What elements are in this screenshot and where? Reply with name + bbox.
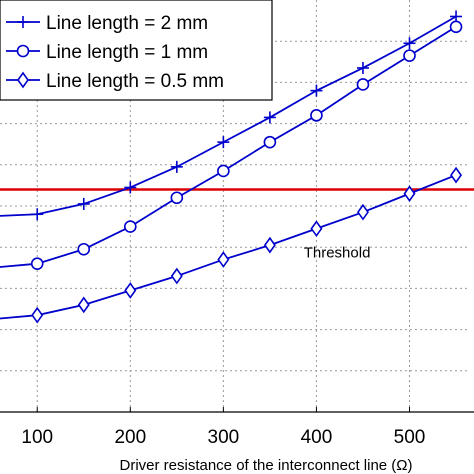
data-point-0-1 [31, 208, 44, 221]
annotation-0: Threshold [304, 245, 371, 262]
data-point-0-5 [217, 136, 230, 149]
x-tick-label-3: 400 [301, 427, 333, 448]
x-axis-label: Driver resistance of the interconnect li… [120, 457, 413, 474]
data-point-1-2 [77, 242, 91, 256]
x-tick-label-0: 100 [21, 427, 53, 448]
data-point-0-6 [263, 111, 276, 124]
data-point-0-4 [170, 160, 183, 173]
legend: Line length = 2 mm Line length = 1 mm Line… [0, 0, 273, 101]
data-point-1-8 [356, 78, 370, 91]
data-point-2-3 [124, 282, 137, 299]
data-point-1-7 [310, 109, 323, 122]
data-point-2-6 [263, 236, 276, 254]
data-point-2-5 [217, 251, 230, 268]
legend-marker-2 [17, 71, 29, 89]
legend-item-0: Line length = 2 mm [6, 13, 208, 34]
data-point-0-3 [124, 181, 137, 194]
data-point-2-8 [356, 203, 369, 221]
data-point-1-9 [403, 49, 416, 62]
data-point-1-4 [170, 191, 184, 205]
data-point-0-2 [77, 197, 90, 210]
x-tick-label-4: 500 [394, 427, 426, 448]
data-point-1-10 [449, 20, 463, 34]
data-point-2-10 [450, 166, 463, 184]
legend-label-2: Line length = 0.5 mm [46, 71, 224, 92]
data-point-1-3 [123, 220, 137, 233]
data-point-0-9 [403, 37, 416, 50]
data-point-2-4 [170, 267, 183, 285]
data-point-2-9 [403, 185, 416, 203]
data-point-2-1 [31, 306, 44, 324]
legend-label-1: Line length = 1 mm [46, 42, 208, 63]
data-point-1-5 [217, 164, 230, 178]
data-point-1-1 [30, 257, 44, 270]
x-tick-label-1: 200 [114, 427, 146, 448]
legend-item-2: Line length = 0.5 mm [6, 71, 224, 92]
legend-box [0, 0, 273, 101]
series-group [0, 10, 463, 324]
data-point-0-10 [450, 10, 463, 23]
x-tick-label-2: 300 [208, 427, 240, 448]
legend-marker-0 [17, 16, 29, 28]
data-point-0-7 [310, 84, 323, 97]
series-line-2 [0, 174, 457, 320]
data-point-0-8 [356, 61, 369, 74]
data-point-1-6 [263, 135, 277, 149]
data-point-2-2 [77, 296, 90, 314]
x-tick-labels: 100 200 300 400 500 [21, 427, 425, 448]
axes [0, 407, 474, 413]
legend-marker-1 [16, 44, 30, 58]
legend-label-0: Line length = 2 mm [46, 13, 208, 34]
legend-item-1: Line length = 1 mm [6, 42, 208, 63]
data-point-2-7 [310, 220, 323, 238]
annotations: Threshold [304, 245, 371, 262]
